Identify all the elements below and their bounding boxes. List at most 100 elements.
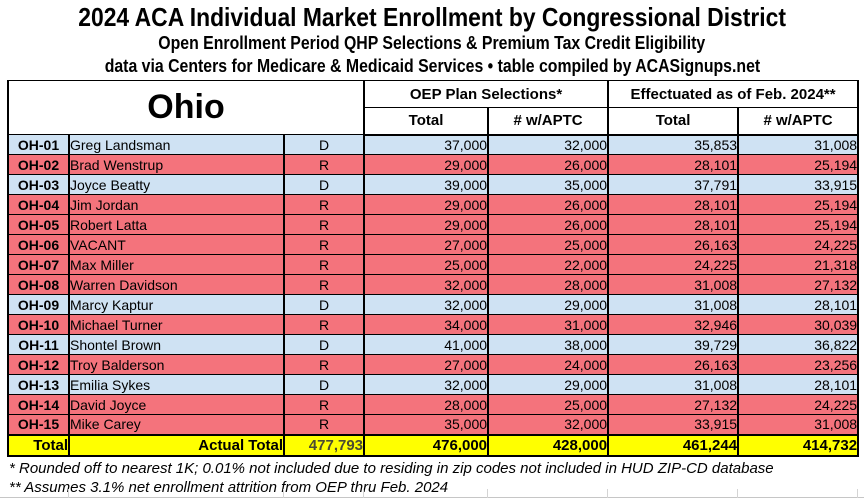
oep-total-cell: 27,000 bbox=[363, 354, 490, 375]
district-cell: OH-04 bbox=[7, 194, 70, 215]
district-cell: OH-05 bbox=[7, 214, 70, 235]
oep-total-cell: 34,000 bbox=[363, 314, 490, 335]
rep-name-cell: Warren Davidson bbox=[68, 274, 285, 295]
party-cell: R bbox=[282, 234, 366, 255]
eff-total-cell: 39,729 bbox=[607, 334, 740, 355]
rep-name-cell: Joyce Beatty bbox=[68, 174, 285, 195]
eff-aptc-cell: 25,194 bbox=[737, 194, 860, 215]
eff-total-cell: 31,008 bbox=[607, 294, 740, 315]
eff-total-cell: 26,163 bbox=[607, 354, 740, 375]
eff-aptc-cell: 21,318 bbox=[737, 254, 860, 275]
eff-aptc-cell: 23,256 bbox=[737, 354, 860, 375]
title-block: 2024 ACA Individual Market Enrollment by… bbox=[0, 2, 864, 78]
eff-aptc-cell: 27,132 bbox=[737, 274, 860, 295]
party-cell: R bbox=[282, 194, 366, 215]
district-row: OH-02 Brad Wenstrup R 29,000 26,000 28,1… bbox=[7, 154, 860, 175]
district-row: OH-06 VACANT R 27,000 25,000 26,163 24,2… bbox=[7, 234, 860, 255]
party-cell: R bbox=[282, 394, 366, 415]
oep-aptc-cell: 32,000 bbox=[487, 414, 610, 435]
eff-aptc-cell: 24,225 bbox=[737, 394, 860, 415]
eff-total-cell: 27,132 bbox=[607, 394, 740, 415]
eff-total-cell: 28,101 bbox=[607, 214, 740, 235]
district-row: OH-07 Max Miller R 25,000 22,000 24,225 … bbox=[7, 254, 860, 275]
party-cell: D bbox=[282, 174, 366, 195]
eff-aptc-cell: 31,008 bbox=[737, 134, 860, 155]
district-row: OH-04 Jim Jordan R 29,000 26,000 28,101 … bbox=[7, 194, 860, 215]
district-row: OH-14 David Joyce R 28,000 25,000 27,132… bbox=[7, 394, 860, 415]
actual-total-label: Actual Total bbox=[68, 433, 285, 457]
oep-aptc-cell: 32,000 bbox=[487, 134, 610, 155]
district-cell: OH-14 bbox=[7, 394, 70, 415]
oep-total-cell: 29,000 bbox=[363, 154, 490, 175]
eff-total-cell: 33,915 bbox=[607, 414, 740, 435]
party-cell: D bbox=[282, 134, 366, 155]
oep-aptc-cell: 26,000 bbox=[487, 214, 610, 235]
table-header: Ohio OEP Plan Selections* Effectuated as… bbox=[6, 80, 860, 136]
oep-total-cell: 35,000 bbox=[363, 414, 490, 435]
rep-name-cell: Marcy Kaptur bbox=[68, 294, 285, 315]
rep-name-cell: David Joyce bbox=[68, 394, 285, 415]
party-cell: R bbox=[282, 154, 366, 175]
eff-total-cell: 37,791 bbox=[607, 174, 740, 195]
eff-total-cell: 28,101 bbox=[607, 154, 740, 175]
column-eff-total: Total bbox=[607, 107, 740, 136]
district-cell: OH-10 bbox=[7, 314, 70, 335]
oep-total-cell: 32,000 bbox=[363, 294, 490, 315]
oep-total-cell: 28,000 bbox=[363, 394, 490, 415]
district-cell: OH-11 bbox=[7, 334, 70, 355]
district-row: OH-10 Michael Turner R 34,000 31,000 32,… bbox=[7, 314, 860, 335]
column-group-oep: OEP Plan Selections* bbox=[363, 80, 610, 108]
footnote-rounding: * Rounded off to nearest 1K; 0.01% not i… bbox=[9, 460, 774, 477]
oep-total-cell: 29,000 bbox=[363, 194, 490, 215]
gridline-vertical bbox=[283, 489, 284, 498]
oep-aptc-cell: 29,000 bbox=[487, 294, 610, 315]
party-cell: D bbox=[282, 374, 366, 395]
page-subtitle: Open Enrollment Period QHP Selections & … bbox=[158, 33, 706, 53]
district-cell: OH-15 bbox=[7, 414, 70, 435]
total-oep-aptc: 428,000 bbox=[487, 433, 610, 457]
column-oep-aptc: # w/APTC bbox=[487, 107, 610, 136]
rep-name-cell: Troy Balderson bbox=[68, 354, 285, 375]
oep-total-cell: 32,000 bbox=[363, 274, 490, 295]
rep-name-cell: Mike Carey bbox=[68, 414, 285, 435]
party-cell: R bbox=[282, 254, 366, 275]
district-row: OH-12 Troy Balderson R 27,000 24,000 26,… bbox=[7, 354, 860, 375]
district-cell: OH-07 bbox=[7, 254, 70, 275]
rep-name-cell: Michael Turner bbox=[68, 314, 285, 335]
eff-aptc-cell: 36,822 bbox=[737, 334, 860, 355]
eff-total-cell: 31,008 bbox=[607, 374, 740, 395]
party-cell: R bbox=[282, 274, 366, 295]
oep-aptc-cell: 29,000 bbox=[487, 374, 610, 395]
eff-aptc-cell: 31,008 bbox=[737, 414, 860, 435]
column-oep-total: Total bbox=[363, 107, 490, 136]
oep-total-cell: 25,000 bbox=[363, 254, 490, 275]
oep-total-cell: 37,000 bbox=[363, 134, 490, 155]
district-cell: OH-08 bbox=[7, 274, 70, 295]
rep-name-cell: Brad Wenstrup bbox=[68, 154, 285, 175]
oep-aptc-cell: 25,000 bbox=[487, 394, 610, 415]
eff-aptc-cell: 33,915 bbox=[737, 174, 860, 195]
eff-total-cell: 31,008 bbox=[607, 274, 740, 295]
eff-total-cell: 35,853 bbox=[607, 134, 740, 155]
footnotes: * Rounded off to nearest 1K; 0.01% not i… bbox=[9, 459, 774, 497]
rep-name-cell: Shontel Brown bbox=[68, 334, 285, 355]
oep-aptc-cell: 38,000 bbox=[487, 334, 610, 355]
state-name: Ohio bbox=[6, 80, 366, 135]
total-oep-total: 476,000 bbox=[363, 433, 490, 457]
oep-aptc-cell: 35,000 bbox=[487, 174, 610, 195]
rep-name-cell: Max Miller bbox=[68, 254, 285, 275]
district-cell: OH-06 bbox=[7, 234, 70, 255]
party-cell: R bbox=[282, 314, 366, 335]
page-source-line: data via Centers for Medicare & Medicaid… bbox=[104, 56, 760, 76]
oep-total-cell: 41,000 bbox=[363, 334, 490, 355]
gridline-vertical bbox=[857, 489, 858, 498]
column-group-effectuated: Effectuated as of Feb. 2024** bbox=[607, 80, 860, 108]
oep-aptc-cell: 22,000 bbox=[487, 254, 610, 275]
oep-total-cell: 27,000 bbox=[363, 234, 490, 255]
eff-aptc-cell: 25,194 bbox=[737, 214, 860, 235]
party-cell: D bbox=[282, 294, 366, 315]
rep-name-cell: Greg Landsman bbox=[68, 134, 285, 155]
total-eff-aptc: 414,732 bbox=[737, 433, 860, 457]
district-row: OH-05 Robert Latta R 29,000 26,000 28,10… bbox=[7, 214, 860, 235]
eff-aptc-cell: 30,039 bbox=[737, 314, 860, 335]
